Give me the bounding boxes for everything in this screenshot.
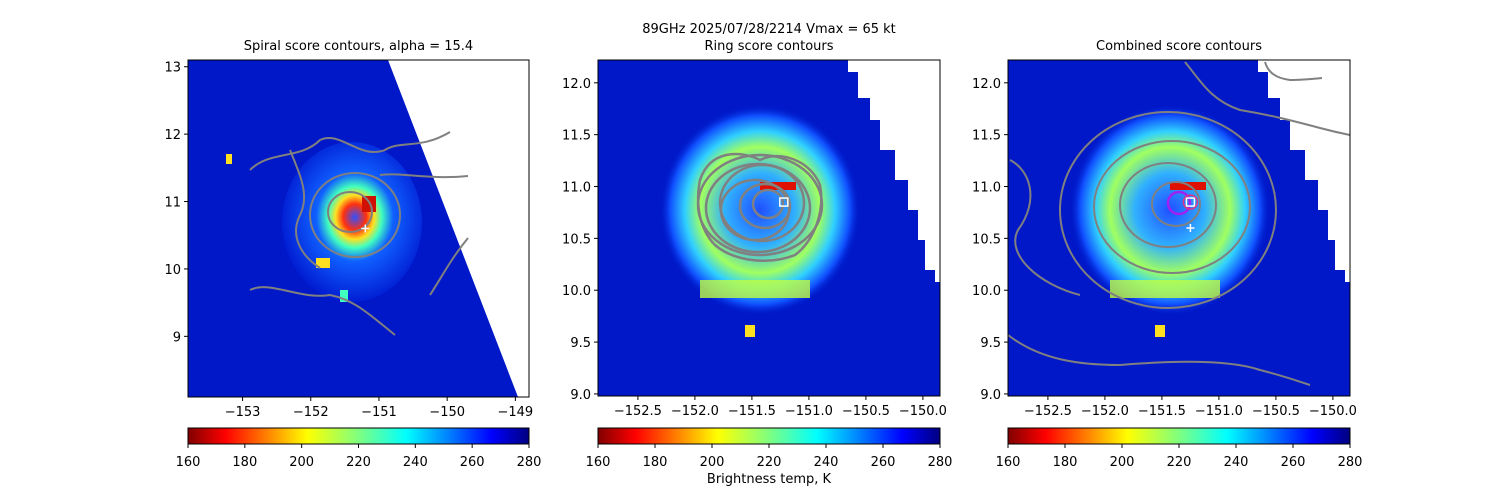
panel-3-image — [1008, 60, 1350, 396]
colorbar-1-tick-label: 260 — [460, 455, 485, 470]
colorbar-2-bar — [597, 427, 941, 445]
panel-2-ytick-label: 10.5 — [562, 232, 591, 247]
colorbar-1-tick-label: 220 — [346, 455, 371, 470]
colorbar-3-bar — [1007, 427, 1351, 445]
panel-2-xtick-label: −152.5 — [614, 404, 662, 419]
colorbar-3-tick-label: 160 — [996, 455, 1021, 470]
panel-1-xtick-label: −153 — [225, 405, 261, 420]
figure-suptitle: 89GHz 2025/07/28/2214 Vmax = 65 kt — [642, 22, 896, 37]
colorbar-2: 160 180 200 220 240 260 280 — [586, 427, 953, 470]
panel-1-ytick-label: 11 — [164, 196, 181, 211]
panel-2-ytick-label: 11.0 — [562, 181, 591, 196]
panel-1: −153 −152 −151 −150 −149 9 10 11 12 13 — [164, 59, 534, 420]
colorbar-2-tick-label: 200 — [700, 455, 725, 470]
panel-1-xtick-label: −149 — [498, 405, 534, 420]
colorbar-label: Brightness temp, K — [706, 472, 832, 487]
panel-2-ytick-label: 9.0 — [570, 388, 591, 403]
panel-2-xtick-label: −150.0 — [899, 404, 947, 419]
colorbar-3-tick-label: 200 — [1110, 455, 1135, 470]
panel-2-xtick-label: −151.5 — [728, 404, 776, 419]
colorbar-2-tick-label: 220 — [757, 455, 782, 470]
colorbar-1-tick-label: 180 — [232, 455, 257, 470]
panel-3: −152.5 −152.0 −151.5 −151.0 −150.5 −150.0 9.0 9… — [972, 59, 1357, 419]
panel-1-xtick-label: −152 — [293, 405, 329, 420]
colorbar-1-tick-label: 160 — [176, 455, 201, 470]
panel-2-image — [598, 60, 940, 396]
panel-1-ytick-label: 9 — [173, 330, 181, 345]
colorbar-1: 160 180 200 220 240 260 280 — [176, 427, 542, 470]
panel-1-xtick-label: −151 — [361, 405, 397, 420]
colorbar-3-tick-label: 180 — [1053, 455, 1078, 470]
panel-1-title: Spiral score contours, alpha = 15.4 — [243, 39, 474, 54]
panel-3-xtick-label: −152.5 — [1024, 404, 1072, 419]
colorbar-2-tick-label: 280 — [928, 455, 953, 470]
colorbar-2-tick-label: 180 — [643, 455, 668, 470]
colorbar-3: 160 180 200 220 240 260 280 — [996, 427, 1363, 470]
panel-3-contours — [1008, 61, 1350, 386]
center-plus-marker — [361, 224, 370, 233]
panel-3-ytick-label: 12.0 — [972, 77, 1001, 92]
panel-2: −152.5 −152.0 −151.5 −151.0 −150.5 −150.0 9.0 9… — [562, 59, 947, 419]
panel-3-xtick-label: −151.5 — [1138, 404, 1186, 419]
center-circle-marker — [1182, 194, 1199, 210]
panel-3-frame — [1007, 59, 1351, 397]
colorbar-1-tick-label: 240 — [403, 455, 428, 470]
panel-2-contours — [696, 152, 824, 262]
colorbar-1-tick-label: 200 — [289, 455, 314, 470]
colorbar-1-bar — [187, 427, 530, 445]
panel-3-ytick-label: 9.0 — [980, 388, 1001, 403]
panel-2-title: Ring score contours — [704, 39, 834, 54]
panel-3-xtick-label: −151.0 — [1195, 404, 1243, 419]
panel-2-xtick-label: −151.0 — [785, 404, 833, 419]
panel-3-ring-circle — [1166, 190, 1192, 216]
panel-3-ytick-label: 10.5 — [972, 232, 1001, 247]
panel-3-ytick-label: 11.5 — [972, 129, 1001, 144]
colorbar-1-tick-label: 280 — [517, 455, 542, 470]
panel-1-ytick-label: 13 — [164, 61, 181, 76]
panel-1-ytick-label: 12 — [164, 128, 181, 143]
colorbar-2-tick-label: 240 — [814, 455, 839, 470]
panel-1-xtick-label: −150 — [429, 405, 465, 420]
colorbar-2-tick-label: 260 — [871, 455, 896, 470]
panel-2-ytick-label: 11.5 — [562, 129, 591, 144]
panel-2-xtick-label: −152.0 — [671, 404, 719, 419]
center-square-marker — [1185, 197, 1196, 207]
panel-3-title: Combined score contours — [1096, 39, 1262, 54]
panel-1-frame — [187, 59, 530, 398]
panel-3-xtick-label: −150.5 — [1252, 404, 1300, 419]
center-square-marker — [779, 197, 789, 207]
panel-1-image — [188, 60, 529, 397]
panel-3-ytick-label: 9.5 — [980, 336, 1001, 351]
panel-3-xtick-label: −152.0 — [1081, 404, 1129, 419]
panel-1-ytick-label: 10 — [164, 263, 181, 278]
colorbar-3-tick-label: 240 — [1224, 455, 1249, 470]
colorbar-3-tick-label: 260 — [1281, 455, 1306, 470]
center-plus-marker — [1186, 224, 1195, 232]
panel-3-xtick-label: −150.0 — [1309, 404, 1357, 419]
panel-1-contours — [249, 131, 469, 336]
panel-3-ytick-label: 11.0 — [972, 181, 1001, 196]
panel-2-ytick-label: 10.0 — [562, 284, 591, 299]
colorbar-2-tick-label: 160 — [586, 455, 611, 470]
panel-3-ytick-label: 10.0 — [972, 284, 1001, 299]
colorbar-3-tick-label: 280 — [1338, 455, 1363, 470]
panel-2-ytick-label: 9.5 — [570, 336, 591, 351]
panel-2-frame — [597, 59, 941, 397]
panel-2-ytick-label: 12.0 — [562, 77, 591, 92]
panel-2-xtick-label: −150.5 — [842, 404, 890, 419]
colorbar-3-tick-label: 220 — [1167, 455, 1192, 470]
